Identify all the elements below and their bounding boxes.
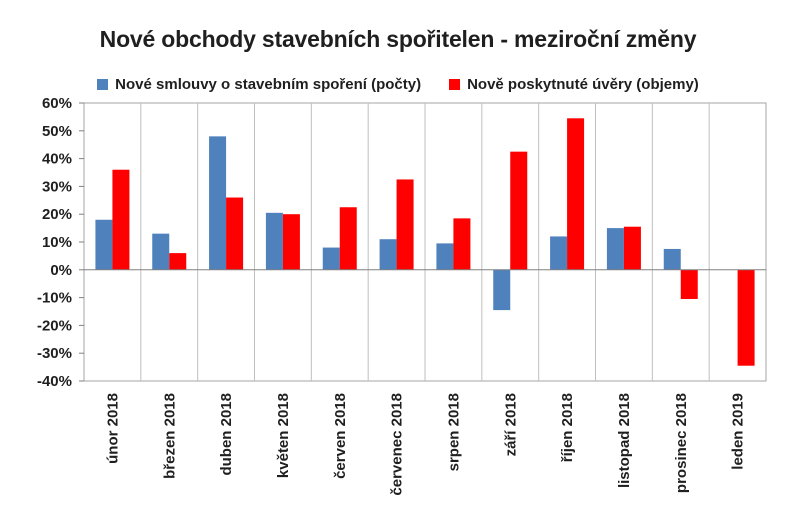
y-tick-label: -10% <box>37 290 72 307</box>
legend-label-contracts: Nové smlouvy o stavebním spoření (počty) <box>115 76 422 93</box>
bar-contracts <box>379 239 397 270</box>
legend: Nové smlouvy o stavebním spoření (počty)… <box>0 76 796 93</box>
chart-title: Nové obchody stavebních spořitelen - mez… <box>99 26 697 52</box>
y-tick-label: 20% <box>42 206 72 223</box>
legend-label-loans: Nově poskytnuté úvěry (objemy) <box>467 76 699 93</box>
bar-loans <box>567 118 585 270</box>
legend-swatch-loans <box>449 79 461 90</box>
x-category-label: duben 2018 <box>218 393 235 476</box>
bar-contracts <box>322 247 340 270</box>
bar-loans <box>623 226 641 270</box>
y-tick-label: 30% <box>42 178 72 195</box>
y-tick-label: 0% <box>50 262 72 279</box>
bar-loans <box>453 218 471 270</box>
x-category-label: září 2018 <box>502 393 519 456</box>
bar-contracts <box>606 228 624 270</box>
bar-loans <box>737 269 755 366</box>
y-tick-label: 40% <box>42 151 72 168</box>
bar-loans <box>510 151 528 270</box>
x-category-label: srpen 2018 <box>445 393 462 471</box>
y-tick-label: 10% <box>42 234 72 251</box>
bar-contracts <box>493 269 511 311</box>
legend-item-contracts: Nové smlouvy o stavebním spoření (počty) <box>97 76 421 93</box>
bar-contracts <box>95 219 113 270</box>
bar-contracts <box>436 243 454 270</box>
x-category-label: listopad 2018 <box>616 393 633 488</box>
legend-swatch-contracts <box>97 79 109 90</box>
x-category-label: leden 2019 <box>730 393 747 470</box>
bar-contracts <box>663 248 681 270</box>
y-tick-label: 60% <box>42 95 72 112</box>
bar-loans <box>339 207 357 270</box>
bar-loans <box>226 197 244 270</box>
bar-contracts <box>152 233 170 270</box>
bar-loans <box>680 269 698 299</box>
x-category-label: červenec 2018 <box>389 393 406 496</box>
legend-item-loans: Nově poskytnuté úvěry (objemy) <box>449 76 699 93</box>
bar-contracts <box>209 136 227 270</box>
x-category-label: březen 2018 <box>161 393 178 479</box>
bar-loans <box>169 253 187 270</box>
y-tick-label: -40% <box>37 373 72 390</box>
bar-loans <box>282 214 300 270</box>
x-category-label: červen 2018 <box>332 393 349 479</box>
y-tick-label: -20% <box>37 317 72 334</box>
y-tick-label: 50% <box>42 123 72 140</box>
bar-contracts <box>265 212 283 270</box>
bar-contracts <box>550 236 568 270</box>
x-category-label: prosinec 2018 <box>673 393 690 493</box>
x-category-label: říjen 2018 <box>559 393 576 462</box>
bar-loans <box>112 169 130 270</box>
y-tick-label: -30% <box>37 345 72 362</box>
bar-loans <box>396 179 414 270</box>
x-category-label: únor 2018 <box>104 393 121 464</box>
x-category-label: květen 2018 <box>275 393 292 478</box>
